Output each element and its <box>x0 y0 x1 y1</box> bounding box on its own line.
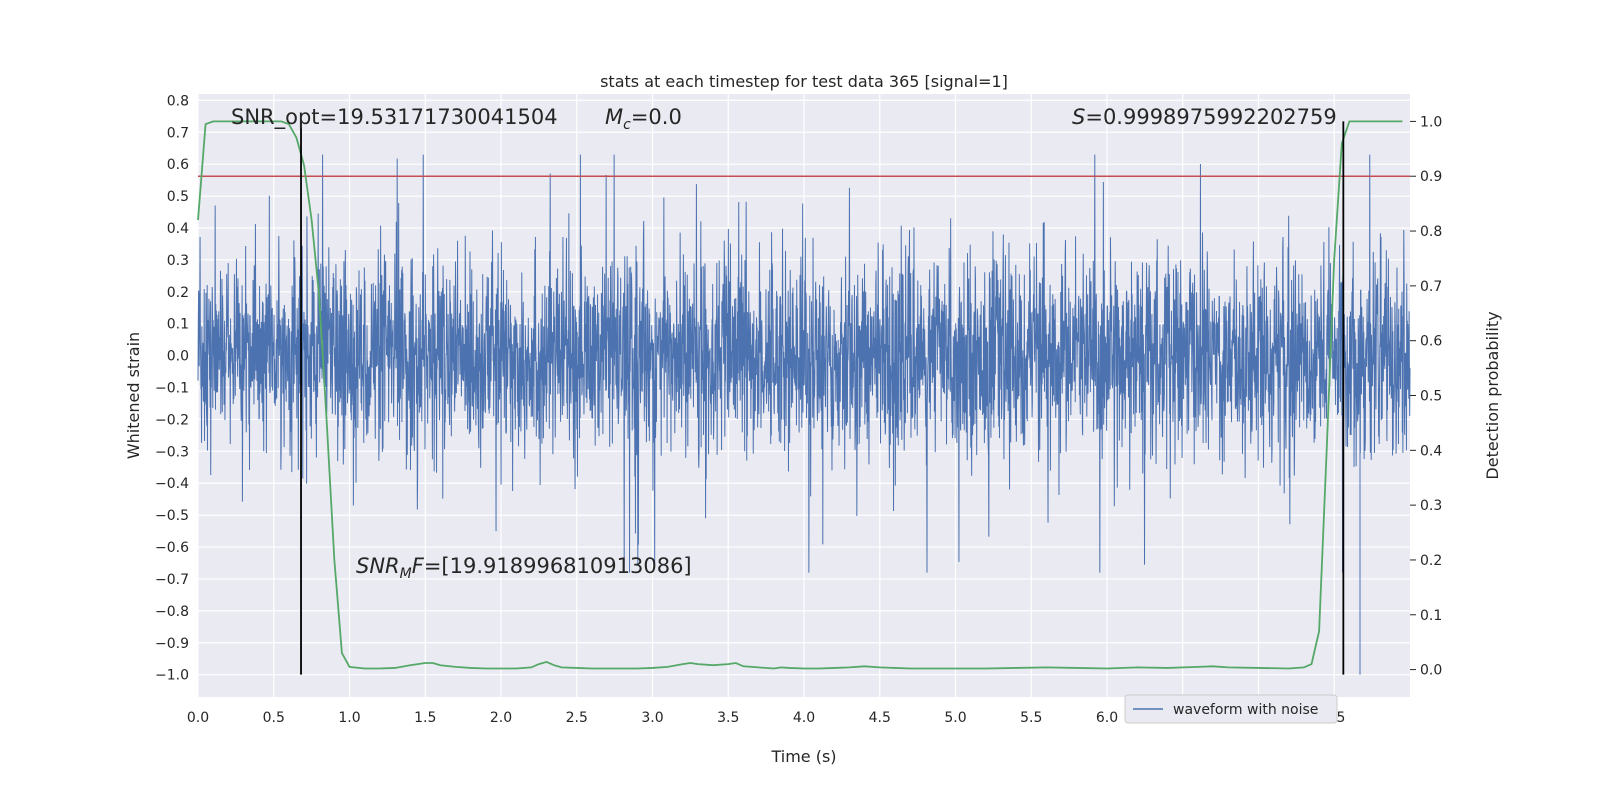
legend-entry: waveform with noise <box>1173 702 1318 718</box>
x-tick-label: 1.0 <box>338 710 360 726</box>
s-symbol: S <box>1072 105 1085 129</box>
y-tick-label-right: 0.2 <box>1420 553 1442 569</box>
y-tick-label-right: 0.9 <box>1420 169 1442 185</box>
y-tick-label: 0.5 <box>167 189 189 205</box>
y-tick-label-right: 0.1 <box>1420 608 1442 624</box>
x-tick-label: 0.5 <box>263 710 285 726</box>
snr-mf-subscript: M <box>400 566 412 582</box>
x-tick-label: 3.0 <box>641 710 663 726</box>
y-tick-label-right: 0.5 <box>1420 389 1442 405</box>
chart-title: stats at each timestep for test data 365… <box>600 72 1008 91</box>
y-tick-label-right: 0.4 <box>1420 443 1442 459</box>
y-tick-label: 0.0 <box>167 349 189 365</box>
x-axis-label: Time (s) <box>770 747 836 766</box>
s-value: =0.9998975992202759 <box>1085 105 1336 129</box>
y-tick-label: −0.5 <box>155 508 189 524</box>
annotation-chirp-mass: Mc=0.0 <box>605 105 682 133</box>
y-tick-label-right: 0.6 <box>1420 334 1442 350</box>
x-tick-label: 3.5 <box>717 710 739 726</box>
y-tick-label: −0.9 <box>155 636 189 652</box>
mc-value: =0.0 <box>631 105 682 129</box>
x-tick-label: 1.5 <box>414 710 436 726</box>
x-tick-label: 5.0 <box>944 710 966 726</box>
y-tick-label: −0.3 <box>155 444 189 460</box>
y-tick-label: 0.4 <box>167 221 189 237</box>
marker-lines <box>300 121 1345 675</box>
y-tick-label-right: 0.0 <box>1420 663 1442 679</box>
y-tick-label: 0.2 <box>167 285 189 301</box>
y-ticks-left: 0.8 0.7 0.6 0.5 0.4 0.3 0.2 0.1 0.0 −0.1 −0.2 −0.3 −… <box>155 93 189 683</box>
y-tick-label: 0.7 <box>167 125 189 141</box>
snr-mf-value: =[19.918996810913086] <box>424 554 692 578</box>
y-tick-label: −0.6 <box>155 540 189 556</box>
mc-subscript: c <box>623 117 631 133</box>
strain-series <box>197 154 1411 675</box>
y-tick-label: 0.3 <box>167 253 189 269</box>
y-tick-label: −0.1 <box>155 381 189 397</box>
x-tick-label: 6.0 <box>1096 710 1118 726</box>
strain-line <box>197 154 1411 675</box>
y-tick-label: 0.6 <box>167 157 189 173</box>
y-tick-label-right: 0.8 <box>1420 224 1442 240</box>
y-tick-label-right: 0.3 <box>1420 498 1442 514</box>
probability-series <box>197 120 1410 670</box>
y-tick-label: −0.7 <box>155 572 189 588</box>
y-axis-label: Whitened strain <box>124 332 143 459</box>
x-tick-label: 0.0 <box>187 710 209 726</box>
y-tick-label-right: 1.0 <box>1420 114 1442 130</box>
annotation-snr-opt: SNR_opt=19.53171730041504 <box>231 105 558 130</box>
x-tick-label: 2.0 <box>490 710 512 726</box>
y-tick-label: −1.0 <box>155 668 189 684</box>
y-tick-label: 0.8 <box>167 93 189 109</box>
y-axis-label-right: Detection probability <box>1483 311 1502 479</box>
snr-mf-f: F <box>412 554 425 578</box>
mc-symbol: M <box>605 105 623 129</box>
y-tick-label: −0.4 <box>155 476 189 492</box>
x-tick-label: 4.0 <box>793 710 815 726</box>
y-tick-label: 0.1 <box>167 317 189 333</box>
probability-line <box>197 120 1403 670</box>
annotation-s: S=0.9998975992202759 <box>1072 105 1337 129</box>
x-tick-label: 2.5 <box>566 710 588 726</box>
snr-mf-symbol: SNR <box>356 554 400 578</box>
y-tick-label: −0.8 <box>155 604 189 620</box>
y-ticks-right: 1.0 0.9 0.8 0.7 0.6 0.5 0.4 0.3 0.2 0.1 0.0 <box>1410 114 1442 679</box>
annotation-snr-mf: SNRMF=[19.918996810913086] <box>356 554 692 582</box>
legend: waveform with noise <box>1124 694 1338 724</box>
y-tick-label-right: 0.7 <box>1420 279 1442 295</box>
x-tick-label: 5.5 <box>1020 710 1042 726</box>
y-tick-label: −0.2 <box>155 412 189 428</box>
legend-box <box>1124 694 1338 724</box>
x-tick-label: 4.5 <box>869 710 891 726</box>
